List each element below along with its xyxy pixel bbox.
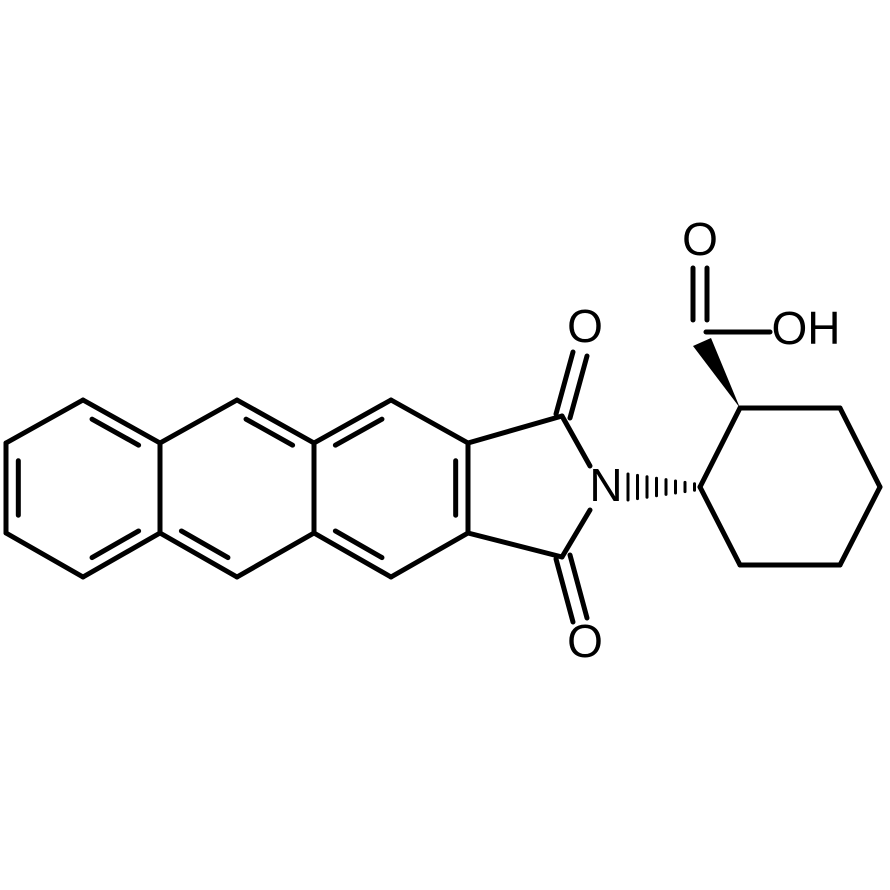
double-bond-line: [89, 528, 142, 561]
bond: [697, 484, 743, 568]
bond: [157, 530, 240, 580]
atom-label: O: [682, 213, 718, 265]
bond: [553, 556, 576, 625]
bond: [559, 413, 593, 469]
double-bond-line: [332, 416, 385, 448]
wedge-bond: [693, 338, 740, 408]
atom-label: O: [567, 300, 603, 352]
bond: [3, 397, 86, 446]
bond: [837, 484, 883, 568]
bond: [559, 507, 593, 560]
double-bond-line: [89, 416, 142, 448]
bond: [567, 552, 590, 621]
bond: [311, 397, 394, 446]
double-bond-line: [178, 528, 231, 561]
bond: [465, 413, 565, 446]
bond: [388, 397, 471, 446]
bond: [80, 530, 163, 580]
bond: [3, 530, 86, 580]
bond: [465, 530, 565, 560]
double-bond-line: [332, 528, 385, 561]
bond: [388, 530, 471, 580]
bond: [697, 405, 743, 490]
bond: [553, 349, 576, 417]
bond: [567, 353, 590, 421]
bond: [837, 405, 883, 490]
bond: [234, 530, 317, 580]
bond: [311, 530, 394, 580]
atom-label: N: [589, 459, 622, 511]
bond: [157, 397, 240, 446]
bond: [234, 397, 317, 446]
atom-label: OH: [772, 302, 841, 354]
double-bond-line: [243, 416, 296, 448]
bond: [80, 397, 163, 446]
